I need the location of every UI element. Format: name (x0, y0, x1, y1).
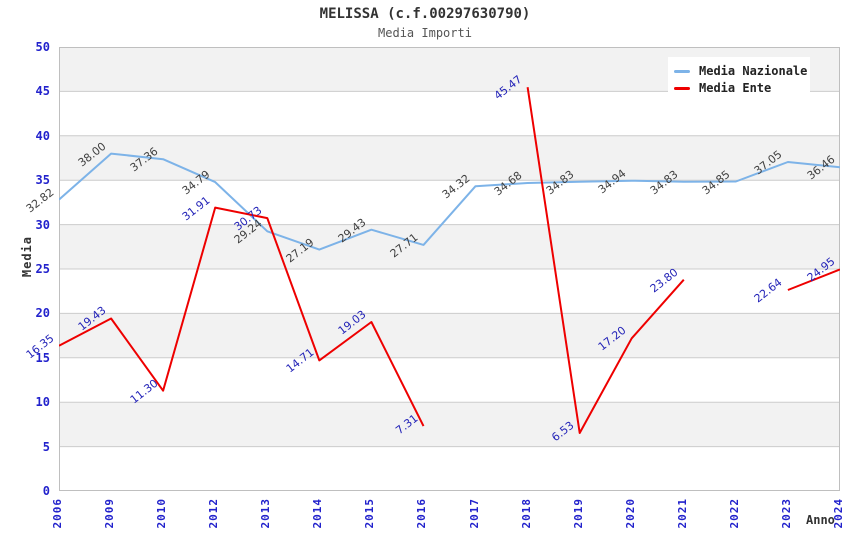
x-tick-label: 2018 (519, 498, 533, 529)
x-tick-label: 2022 (727, 498, 741, 529)
legend: Media Nazionale Media Ente (668, 57, 810, 102)
y-tick-label: 35 (35, 173, 50, 188)
legend-label: Media Ente (699, 81, 772, 95)
legend-item-media-ente: Media Ente (674, 80, 804, 96)
media-nazionale-line-swatch (674, 69, 690, 73)
x-tick-label: 2024 (832, 498, 845, 529)
chart-title: MELISSA (c.f.00297630790) (319, 6, 531, 22)
x-tick-label: 2006 (51, 498, 64, 529)
y-tick-label: 40 (35, 128, 50, 143)
x-tick-label: 2021 (675, 498, 689, 529)
x-tick-label: 2015 (363, 498, 377, 529)
x-tick-label: 2017 (467, 498, 481, 529)
x-tick-label: 2009 (103, 498, 117, 529)
x-tick-label: 2020 (623, 498, 637, 529)
legend-label: Media Nazionale (699, 64, 808, 78)
x-tick-label: 2014 (311, 498, 325, 529)
y-tick-label: 15 (35, 350, 50, 365)
y-tick-label: 45 (35, 84, 50, 99)
x-tick-label: 2012 (207, 498, 221, 529)
x-axis-title: Anno (806, 513, 835, 527)
plot-area (58, 46, 841, 492)
y-tick-label: 25 (35, 262, 50, 276)
legend-item-media-nazionale: Media Nazionale (674, 63, 808, 79)
x-tick-label: 2010 (155, 498, 169, 529)
y-tick-label: 0 (42, 484, 50, 498)
y-tick-label: 50 (35, 40, 50, 54)
y-tick-label: 20 (35, 306, 50, 321)
media-ente-line-swatch (674, 86, 690, 90)
series-lines (58, 46, 841, 492)
x-tick-label: 2016 (415, 498, 429, 529)
y-tick-label: 30 (35, 217, 50, 232)
y-tick-label: 5 (42, 439, 50, 454)
data-label: 32.82 (23, 185, 56, 215)
x-tick-label: 2013 (259, 498, 273, 529)
x-tick-label: 2019 (571, 498, 585, 529)
x-tick-label: 2023 (779, 498, 793, 529)
chart-subtitle: Media Importi (378, 26, 472, 40)
y-tick-label: 10 (35, 395, 50, 410)
